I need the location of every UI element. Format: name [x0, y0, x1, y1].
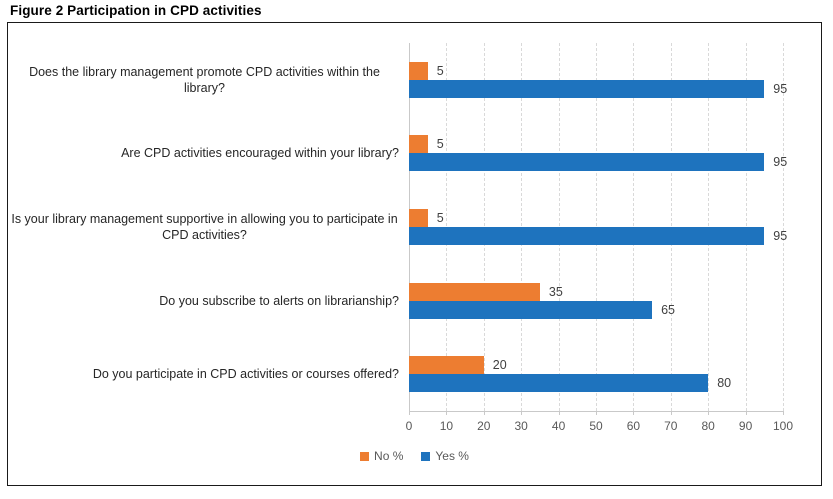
- axis-tick-mark: [483, 411, 485, 415]
- axis-tick-mark: [670, 411, 672, 415]
- x-tick-label: 60: [626, 419, 641, 433]
- value-label: 5: [436, 137, 444, 152]
- bar-yes-2: [409, 227, 765, 245]
- x-tick-label: 40: [551, 419, 566, 433]
- bar-yes-4: [409, 374, 709, 393]
- legend-swatch-no: [360, 451, 370, 461]
- bar-no-1: [409, 135, 428, 154]
- axis-tick-mark: [409, 411, 410, 415]
- bar-no-2: [409, 209, 428, 227]
- x-tick-label: 100: [772, 419, 794, 433]
- axis-tick-mark: [708, 411, 710, 415]
- category-label: Do you subscribe to alerts on librarians…: [159, 293, 399, 308]
- plot-area: 5 95 5 95 5 95 35 65 20 80: [409, 43, 787, 415]
- axis-tick-mark: [446, 411, 448, 415]
- gridline: [783, 43, 784, 411]
- x-tick-label: 30: [514, 419, 528, 433]
- chart-frame: 5 95 5 95 5 95 35 65 20 80 Does the library manag…: [7, 22, 822, 486]
- x-tick-label: 80: [701, 419, 715, 433]
- x-tick-label: 50: [589, 419, 603, 433]
- bar-yes-0: [409, 79, 765, 98]
- bar-yes-3: [409, 300, 653, 319]
- bar-no-3: [409, 282, 540, 301]
- axis-tick-mark: [633, 411, 635, 415]
- axis-tick-mark: [521, 411, 523, 415]
- x-tick-label: 0: [405, 419, 413, 433]
- value-label: 5: [436, 63, 444, 78]
- value-label: 95: [773, 81, 788, 96]
- figure-title: Figure 2 Participation in CPD activities: [10, 3, 262, 18]
- bar-yes-1: [409, 153, 765, 172]
- value-label: 65: [661, 302, 675, 317]
- value-label: 35: [548, 284, 563, 299]
- value-label: 80: [717, 376, 732, 391]
- axis-tick-mark: [783, 411, 784, 415]
- bar-no-0: [409, 61, 428, 80]
- axis-tick-mark: [596, 411, 597, 415]
- bar-no-4: [409, 356, 484, 375]
- value-label: 5: [436, 211, 444, 225]
- value-label: 95: [773, 229, 788, 243]
- x-tick-label: 70: [664, 419, 678, 433]
- legend-item-yes: Yes %: [421, 449, 469, 463]
- x-tick-label: 90: [738, 419, 753, 433]
- category-label: Is your library management supportive in…: [11, 212, 398, 242]
- category-label: Does the library management promote CPD …: [29, 64, 380, 95]
- value-label: 95: [773, 155, 788, 170]
- axis-tick-mark: [558, 411, 560, 415]
- x-tick-label: 10: [439, 419, 454, 433]
- x-tick-label: 20: [477, 419, 491, 433]
- legend-swatch-yes: [421, 451, 431, 461]
- legend-label: Yes %: [435, 449, 469, 463]
- legend-label: No %: [374, 449, 404, 463]
- axis-tick-mark: [745, 411, 747, 415]
- value-label: 20: [492, 358, 507, 373]
- legend-item-no: No %: [360, 449, 403, 463]
- category-label: Do you participate in CPD activities or …: [92, 367, 399, 382]
- legend: No % Yes %: [8, 449, 821, 463]
- category-label: Are CPD activities encouraged within you…: [121, 146, 399, 161]
